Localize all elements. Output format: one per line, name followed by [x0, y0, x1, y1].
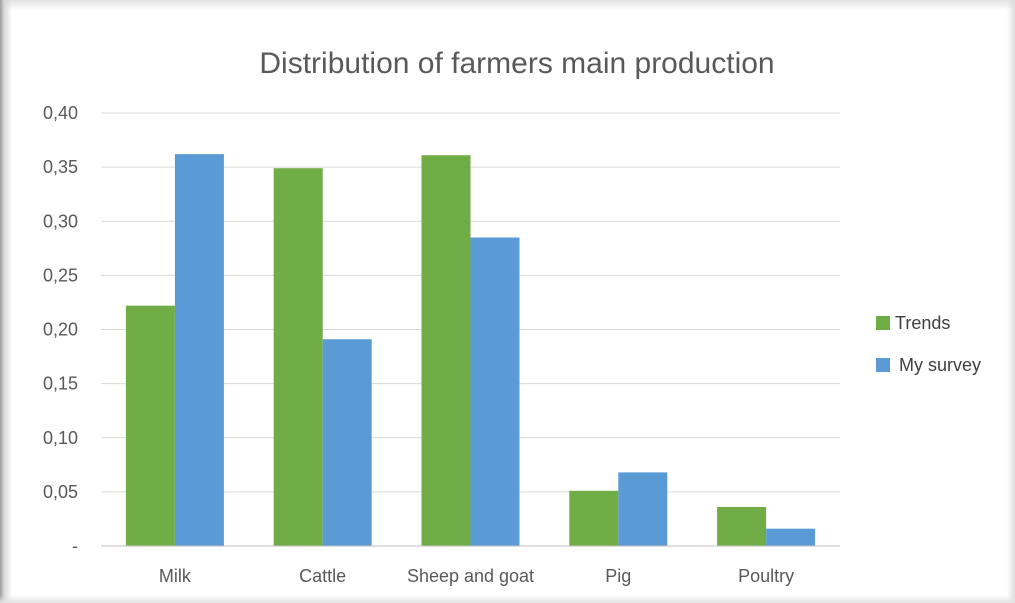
- legend-label: Trends: [895, 313, 950, 333]
- bar-trends: [273, 168, 323, 546]
- x-axis-tick-labels: Milk Cattle Sheep and goat Pig Poultry: [159, 566, 794, 586]
- legend: Trends My survey: [876, 313, 981, 375]
- y-tick-label: 0,20: [43, 320, 78, 340]
- frame-shadow-top: [0, 0, 1015, 10]
- bar-trends: [717, 507, 767, 546]
- y-tick-label: -: [72, 536, 78, 556]
- frame-shadow-bottom: [0, 595, 1015, 603]
- y-tick-label: 0,35: [43, 157, 78, 177]
- x-tick-label: Sheep and goat: [407, 566, 534, 586]
- bar-my-survey: [470, 237, 520, 547]
- frame-shadow-left: [0, 0, 12, 603]
- bars: [125, 154, 816, 547]
- x-tick-label: Cattle: [299, 566, 346, 586]
- x-tick-label: Milk: [159, 566, 192, 586]
- x-tick-label: Poultry: [738, 566, 794, 586]
- bar-my-survey: [174, 154, 224, 546]
- x-tick-label: Pig: [605, 566, 631, 586]
- bar-trends: [569, 490, 619, 546]
- y-tick-label: 0,25: [43, 265, 78, 285]
- bar-my-survey: [766, 528, 816, 546]
- bar-trends: [421, 155, 471, 546]
- y-axis-tick-labels: - 0,05 0,10 0,15 0,20 0,25 0,30 0,35 0,40: [43, 103, 78, 556]
- frame-shadow-right: [1007, 0, 1015, 603]
- y-tick-label: 0,40: [43, 103, 78, 123]
- legend-swatch: [876, 316, 890, 330]
- legend-swatch: [876, 358, 890, 372]
- chart-title: Distribution of farmers main production: [259, 47, 774, 80]
- y-tick-label: 0,10: [43, 428, 78, 448]
- y-tick-label: 0,05: [43, 482, 78, 502]
- y-tick-label: 0,15: [43, 374, 78, 394]
- y-tick-label: 0,30: [43, 211, 78, 231]
- legend-label: My survey: [899, 355, 981, 375]
- bar-my-survey: [322, 339, 372, 546]
- bar-trends: [125, 305, 175, 546]
- bar-my-survey: [618, 472, 668, 546]
